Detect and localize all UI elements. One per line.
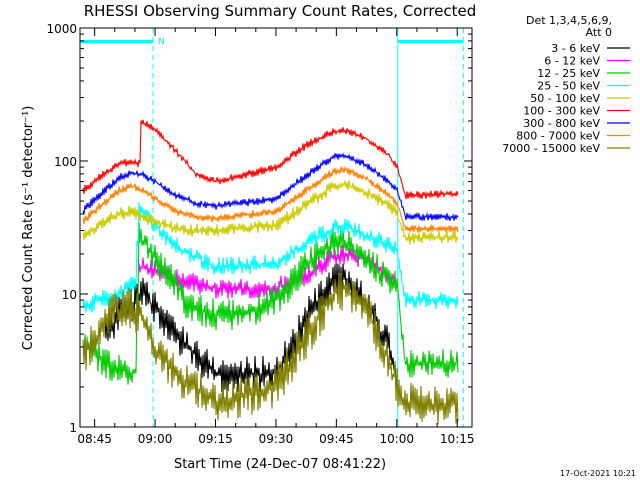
legend-label: 100 - 300 keV (523, 105, 600, 118)
legend-label: 25 - 50 keV (537, 80, 600, 93)
y-axis-label: Corrected Count Rate (s⁻¹ detector⁻¹) (21, 106, 36, 351)
series-8-line (82, 272, 459, 425)
series-6-line (82, 152, 459, 222)
x-tick-label: 10:15 (440, 432, 475, 446)
y-tick-label: 1000 (46, 22, 77, 36)
legend-label: 12 - 25 keV (537, 67, 600, 80)
legend-label: 7000 - 15000 keV (502, 142, 600, 155)
y-tick-label: 1 (69, 421, 77, 435)
x-tick-label: 08:45 (77, 432, 112, 446)
legend-title-line: Det 1,3,4,5,6,9, (526, 14, 612, 27)
legend-label: 800 - 7000 keV (516, 130, 600, 143)
series-5-line (82, 119, 459, 200)
top-bar-marker (397, 40, 464, 43)
x-axis-label: Start Time (24-Dec-07 08:41:22) (174, 457, 386, 472)
legend-label: 3 - 6 keV (551, 42, 600, 55)
x-tick-label: 09:45 (319, 432, 354, 446)
bar-annotation: N (158, 37, 165, 47)
legend-label: 300 - 800 keV (523, 117, 600, 130)
series-4-line (82, 180, 459, 245)
series-2-line (82, 221, 459, 385)
x-tick-label: 09:15 (198, 432, 233, 446)
x-tick-label: 10:00 (379, 432, 414, 446)
legend-label: 50 - 100 keV (530, 92, 600, 105)
x-tick-label: 09:00 (138, 432, 173, 446)
legend-label: 6 - 12 keV (544, 55, 600, 68)
chart-title: RHESSI Observing Summary Count Rates, Co… (84, 2, 477, 20)
x-tick-label: 09:30 (259, 432, 294, 446)
y-tick-label: 10 (62, 288, 77, 302)
series-3-line (82, 202, 459, 313)
footer-timestamp: 17-Oct-2021 10:21 (560, 469, 636, 478)
legend-title-line: Att 0 (586, 26, 612, 39)
top-bar-marker (80, 40, 154, 43)
y-tick-label: 100 (54, 155, 77, 169)
series-1-line (138, 244, 397, 299)
series-7-line (82, 165, 459, 233)
